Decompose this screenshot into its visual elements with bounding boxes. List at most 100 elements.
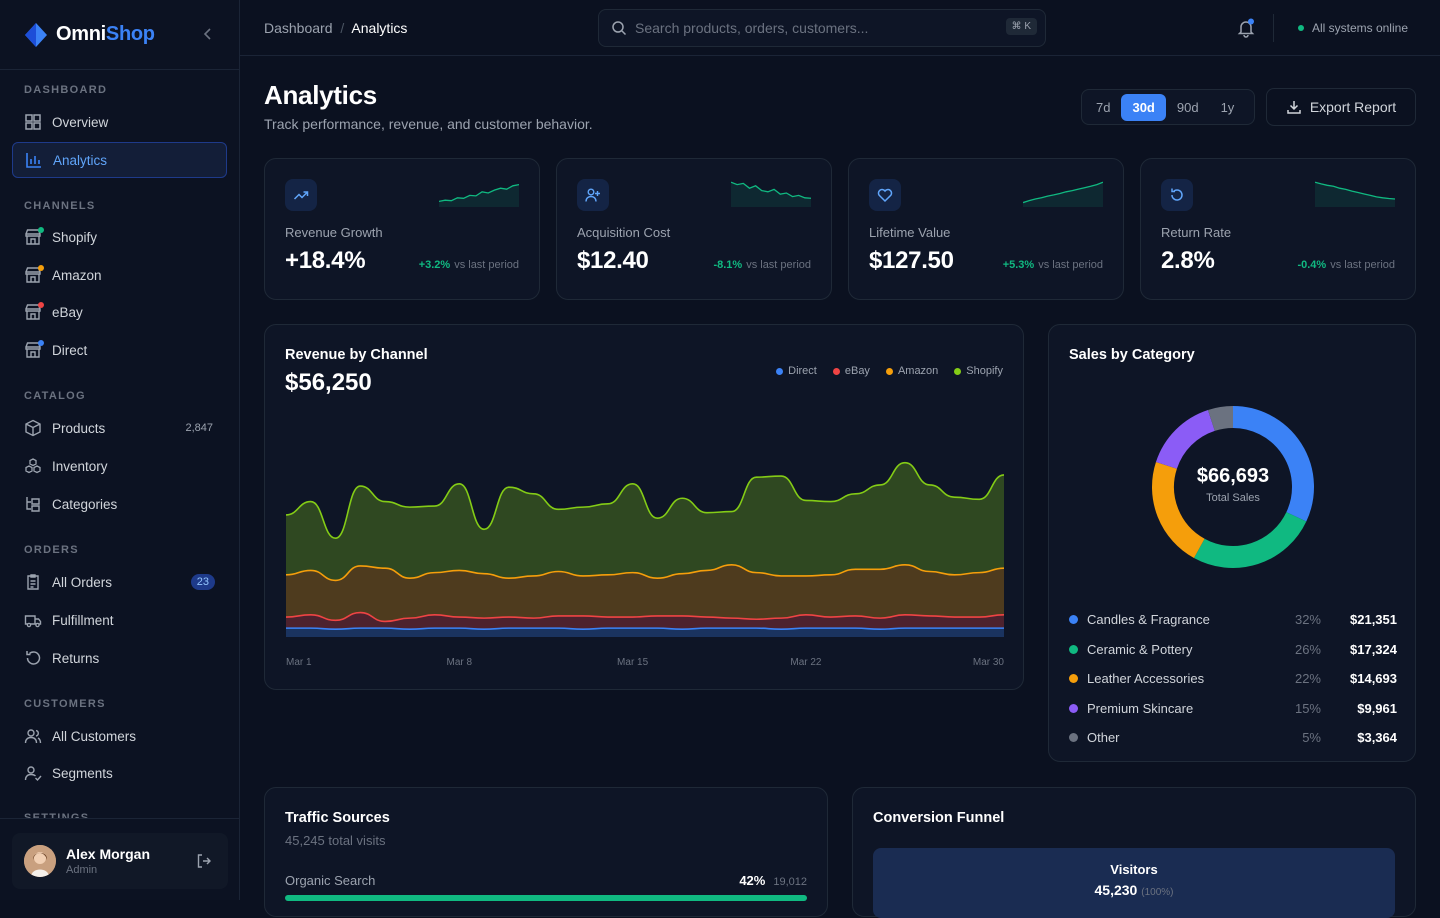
legend-item-shopify[interactable]: Shopify [954,365,1003,377]
export-label: Export Report [1309,99,1397,115]
section-orders: ORDERS [24,544,79,556]
chevron-left-icon[interactable] [200,26,216,42]
sparkline [439,183,519,207]
sidebar-item-ebay[interactable]: eBay [12,294,227,330]
store-icon [24,227,44,246]
range-1y[interactable]: 1y [1220,99,1235,115]
avatar [24,845,56,877]
sparkline-line [731,181,811,199]
line-ebay [285,611,1005,623]
range-90d[interactable]: 90d [1176,99,1199,115]
donut-slice[interactable] [1207,406,1234,432]
breadcrumb-separator: / [340,19,345,36]
card-title: Traffic Sources [285,810,390,826]
sidebar-item-label: Direct [52,342,88,358]
users-icon [24,729,42,744]
kpi-change-value: -0.4% [1297,259,1327,271]
boxes-icon [25,458,41,474]
sidebar-item-segments[interactable]: Segments [12,755,227,791]
breadcrumb-dashboard[interactable]: Dashboard [264,19,333,36]
sidebar-item-categories[interactable]: Categories [12,486,227,522]
brand-header: OmniShop [0,0,239,70]
category-row[interactable]: Premium Skincare 15% $9,961 [1069,694,1397,724]
sidebar-item-shopify[interactable]: Shopify [12,219,227,255]
legend-item-ebay[interactable]: eBay [832,365,870,377]
line-shopify [285,461,1005,540]
area-direct [286,628,1004,637]
kpi-card-lifetime-value: Lifetime Value $127.50 +5.3% vs last peri… [848,158,1124,300]
area-amazon [286,564,1004,622]
topbar: Dashboard / Analytics ⌘ K All systems on… [240,0,1440,56]
funnel-stage-visitors[interactable]: Visitors 45,230 (100%) [873,848,1395,918]
donut-slice[interactable] [1155,409,1216,470]
brand-name[interactable]: OmniShop [56,23,155,45]
search-input[interactable] [635,20,995,36]
sidebar-item-all-customers[interactable]: All Customers [12,718,227,754]
card-title: Conversion Funnel [873,810,1005,826]
chart-title: Revenue by Channel [285,347,428,363]
sparkline-area [1315,182,1395,207]
trending-up-icon [285,179,317,211]
user-plus-icon [577,179,609,211]
range-30d[interactable]: 30d [1121,93,1166,121]
donut-total-label: Total Sales [1206,492,1260,504]
range-7d[interactable]: 7d [1096,99,1111,115]
legend-item-amazon[interactable]: Amazon [885,365,938,377]
sidebar-item-fulfillment[interactable]: Fulfillment [12,602,227,638]
sidebar-item-inventory[interactable]: Inventory [12,448,227,484]
kpi-value: $12.40 [577,247,649,274]
sidebar-item-analytics[interactable]: Analytics [12,142,227,178]
section-channels: CHANNELS [24,200,96,212]
category-row[interactable]: Candles & Fragrance 32% $21,351 [1069,605,1397,635]
donut-total: $66,693 [1196,465,1270,487]
kpi-change-note: vs last period [1330,259,1395,271]
kpi-label: Revenue Growth [285,225,383,240]
sidebar-item-overview[interactable]: Overview [12,104,227,140]
logout-icon[interactable] [196,853,212,869]
sidebar-item-label: Amazon [52,267,102,283]
sidebar-item-amazon[interactable]: Amazon [12,257,227,293]
sidebar-item-direct[interactable]: Direct [12,332,227,368]
line-amazon [285,564,1005,582]
notification-button[interactable] [1236,18,1256,38]
export-report-button[interactable]: Export Report [1266,88,1416,126]
revenue-total: $56,250 [285,369,372,396]
traffic-source-count: 19,012 [773,876,807,888]
line-direct [286,627,1004,631]
logo-icon [25,22,47,47]
rotate-icon [26,651,41,665]
heart-icon [869,179,901,211]
kpi-change-value: +3.2% [418,259,451,271]
traffic-subtitle: 45,245 total visits [285,833,386,848]
channel-dot [38,340,44,346]
grid-icon [25,114,41,130]
sidebar-item-returns[interactable]: Returns [12,640,227,676]
sidebar-item-all-orders[interactable]: All Orders 23 [12,564,227,600]
date-range-selector: 7d 30d 90d 1y [1081,89,1255,125]
store-icon [24,340,44,359]
kpi-label: Return Rate [1161,225,1232,240]
category-row[interactable]: Leather Accessories 22% $14,693 [1069,664,1397,694]
sidebar-item-label: Returns [52,650,100,666]
sidebar-item-label: Segments [52,765,113,781]
kpi-change-note: vs last period [746,259,811,271]
user-card[interactable]: Alex Morgan Admin [12,833,228,889]
page-subtitle: Track performance, revenue, and customer… [264,116,593,132]
download-icon [1287,101,1301,114]
donut-slice[interactable] [1232,406,1314,522]
category-row[interactable]: Ceramic & Pottery 26% $17,324 [1069,635,1397,665]
kpi-change-note: vs last period [1038,259,1103,271]
sparkline-line [1023,181,1103,204]
sidebar-item-products[interactable]: Products 2,847 [12,410,227,446]
search-icon [612,21,627,36]
traffic-source-stats: 42% 19,012 [739,873,807,888]
kpi-change: -8.1% vs last period [713,259,811,271]
donut-slice[interactable] [1193,511,1307,568]
sparkline [1315,181,1395,207]
area-ebay [286,612,1004,630]
legend-item-direct[interactable]: Direct [776,365,817,377]
donut-slice[interactable] [1152,461,1205,558]
divider [1273,14,1274,42]
area-shopify [286,462,1004,581]
category-row[interactable]: Other 5% $3,364 [1069,723,1397,753]
